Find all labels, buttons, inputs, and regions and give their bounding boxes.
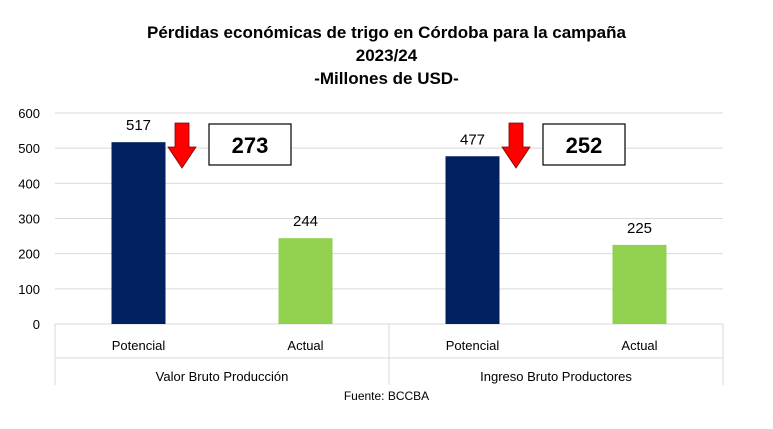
x-category-label: Potencial (446, 338, 500, 353)
loss-box (542, 123, 626, 166)
x-group-label: Valor Bruto Producción (156, 369, 289, 384)
x-group-label: Ingreso Bruto Productores (480, 369, 632, 384)
loss-value: 273 (232, 133, 269, 158)
bar-value-label: 517 (126, 117, 151, 134)
source-note: Fuente: BCCBA (343, 389, 430, 403)
bar (612, 244, 667, 324)
bar (111, 142, 166, 324)
y-tick-label: 200 (18, 247, 40, 262)
bar-value-label: 225 (627, 220, 652, 237)
y-tick-label: 400 (18, 176, 40, 191)
loss-box (208, 123, 292, 166)
y-tick-label: 600 (18, 106, 40, 121)
y-tick-label: 0 (33, 317, 40, 332)
y-tick-label: 500 (18, 141, 40, 156)
loss-value: 252 (566, 133, 603, 158)
loss-arrow-icon (167, 122, 197, 169)
loss-arrow-icon (501, 122, 531, 169)
bar-value-label: 244 (293, 213, 318, 230)
bar-value-label: 477 (460, 131, 485, 148)
bar (445, 156, 500, 324)
chart-title-line-2: 2023/24 (355, 46, 418, 65)
y-tick-label: 300 (18, 212, 40, 227)
y-tick-label: 100 (18, 282, 40, 297)
x-category-label: Actual (621, 338, 657, 353)
bar (278, 238, 333, 324)
chart-title-line-1: Pérdidas económicas de trigo en Córdoba … (147, 23, 626, 42)
x-category-label: Potencial (112, 338, 166, 353)
chart-title-line-3: -Millones de USD- (314, 69, 459, 88)
x-category-label: Actual (287, 338, 323, 353)
